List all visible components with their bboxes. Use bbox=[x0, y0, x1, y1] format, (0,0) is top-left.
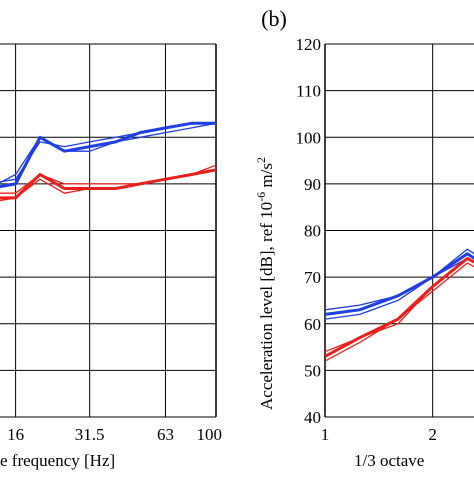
left-series-blue-2 bbox=[0, 123, 216, 188]
right-y-axis-title-sq: 2 bbox=[254, 157, 268, 163]
right-y-tick-label: 60 bbox=[304, 315, 321, 334]
right-series-blue-1 bbox=[325, 133, 474, 310]
left-x-axis-title: e frequency [Hz] bbox=[0, 451, 115, 470]
right-y-tick-label: 70 bbox=[304, 268, 321, 287]
right-x-axis-title: 1/3 octave bbox=[354, 451, 424, 470]
left-panel-series bbox=[0, 123, 216, 202]
right-y-axis-title-exp: -6 bbox=[254, 192, 268, 202]
left-series-blue-0 bbox=[0, 123, 216, 188]
right-y-tick-label: 110 bbox=[296, 82, 321, 101]
right-y-tick-label: 40 bbox=[304, 408, 321, 427]
right-y-tick-label: 100 bbox=[296, 128, 322, 147]
right-y-tick-label: 90 bbox=[304, 175, 321, 194]
right-x-tick-label: 1 bbox=[321, 425, 330, 444]
right-y-tick-label: 80 bbox=[304, 222, 321, 241]
left-x-tick-label: 31.5 bbox=[75, 425, 105, 444]
right-series-red-4 bbox=[325, 133, 474, 362]
right-y-axis-title: Acceleration level [dB], ref 10-6 m/s2 bbox=[254, 157, 276, 410]
left-x-tick-label: 100 bbox=[197, 425, 223, 444]
right-x-tick-label: 2 bbox=[428, 425, 437, 444]
right-y-axis-title-main: Acceleration level [dB], ref 10 bbox=[257, 202, 276, 410]
right-panel-ticks: 124405060708090100110120 bbox=[296, 35, 474, 444]
left-x-tick-label: 63 bbox=[157, 425, 174, 444]
right-panel-grid bbox=[325, 44, 474, 417]
right-y-tick-label: 120 bbox=[296, 35, 322, 54]
right-y-tick-label: 50 bbox=[304, 361, 321, 380]
left-panel-grid bbox=[0, 44, 216, 417]
panel-label: (b) bbox=[261, 6, 287, 31]
right-series-blue-2 bbox=[325, 133, 474, 320]
right-y-axis-title-unit: m/s bbox=[257, 163, 276, 192]
right-series-blue-0 bbox=[325, 133, 474, 315]
right-panel-series bbox=[325, 133, 474, 362]
left-x-tick-label: 16 bbox=[7, 425, 24, 444]
